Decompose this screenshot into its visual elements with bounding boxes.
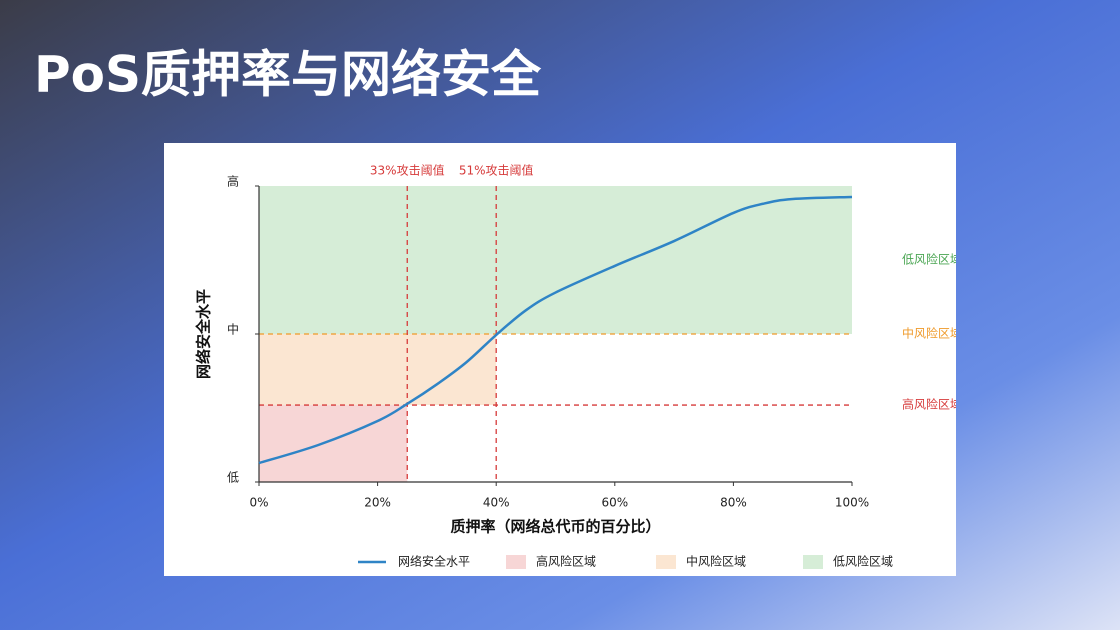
- x-axis-label: 质押率（网络总代币的百分比）: [450, 518, 660, 536]
- zone-label: 中风险区域: [902, 326, 962, 341]
- line: [258, 195, 853, 465]
- x-tick-label: 80%: [720, 496, 747, 510]
- y-axis-label: 网络安全水平: [195, 289, 213, 379]
- x-tick-label: 20%: [364, 496, 391, 510]
- x-tick-label: 100%: [835, 496, 869, 510]
- threshold-label: 51%攻击阈值: [459, 163, 534, 178]
- legend-label: 网络安全水平: [398, 554, 470, 569]
- zone: [259, 334, 497, 406]
- y-tick-label: 高: [227, 174, 239, 189]
- x-tick-label: 0%: [249, 496, 268, 510]
- x-tick-label: 40%: [483, 496, 510, 510]
- legend-swatch: [656, 555, 676, 569]
- legend-label: 高风险区域: [536, 554, 596, 569]
- slide-title: PoS质押率与网络安全: [34, 46, 542, 104]
- y-tick-label: 低: [227, 471, 239, 485]
- y-tick-label: 中: [227, 322, 239, 337]
- legend-swatch: [803, 555, 823, 569]
- x-tick-label: 60%: [601, 496, 628, 510]
- legend-label: 中风险区域: [686, 554, 746, 569]
- legend-label: 低风险区域: [833, 554, 893, 569]
- zone-label: 低风险区域: [902, 252, 962, 267]
- legend-swatch: [506, 555, 526, 569]
- zone: [259, 186, 852, 334]
- zone-label: 高风险区域: [902, 397, 962, 412]
- threshold-label: 33%攻击阈值: [370, 163, 445, 178]
